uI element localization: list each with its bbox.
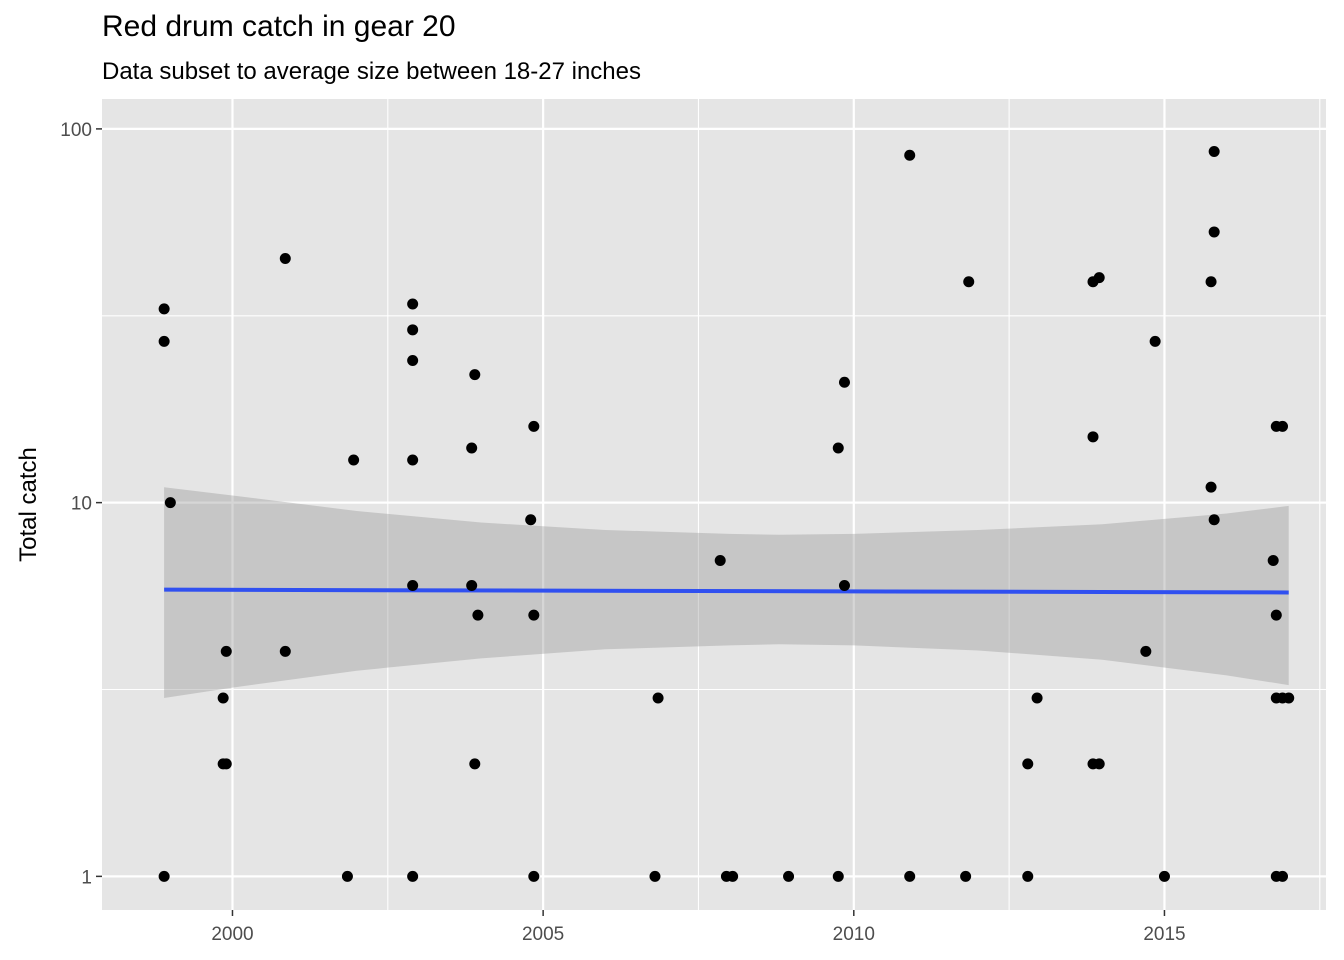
data-point [407,324,419,336]
trend-line [164,587,1289,595]
data-point [1158,870,1170,882]
data-point [1208,146,1220,158]
data-point [714,555,726,567]
data-point [158,870,170,882]
data-point [1140,645,1152,657]
data-point [652,692,664,704]
data-point [1093,758,1105,770]
data-point [164,497,176,509]
chart-title: Red drum catch in gear 20 [102,10,456,43]
y-tick-label: 10 [71,494,92,515]
data-point [469,758,481,770]
data-point [158,303,170,315]
data-point [279,253,291,265]
plot-panel [102,99,1326,910]
data-point [407,298,419,310]
x-axis: 2000 2005 2010 2015 [211,910,1186,945]
data-point [1267,555,1279,567]
data-point [1031,692,1043,704]
data-point [348,454,360,466]
x-tick-label: 2005 [522,924,564,945]
major-gridlines [102,99,1326,910]
data-point [1283,692,1295,704]
data-point [1277,420,1289,432]
data-point [466,442,478,454]
data-point [1270,609,1282,621]
data-point [525,514,537,526]
x-tick-label: 2010 [833,924,875,945]
data-point [217,692,229,704]
data-point [341,870,353,882]
data-point [472,609,484,621]
data-point [904,149,916,161]
data-point [466,580,478,592]
data-point [407,355,419,367]
data-point [960,870,972,882]
data-point [220,758,232,770]
y-axis-title: Total catch [15,447,42,562]
minor-gridlines [102,99,1326,910]
data-point [1022,758,1034,770]
y-tick-label: 100 [60,120,92,141]
data-point [407,454,419,466]
data-point [528,609,540,621]
data-point [1205,276,1217,288]
data-point [783,870,795,882]
data-point [279,645,291,657]
data-point [528,870,540,882]
data-point [838,580,850,592]
y-axis: 1 10 100 [60,120,102,888]
data-point [649,870,661,882]
data-point [963,276,975,288]
data-point [1208,226,1220,238]
data-point [1277,870,1289,882]
data-point [407,580,419,592]
data-point [727,870,739,882]
x-tick-label: 2015 [1143,924,1185,945]
x-tick-label: 2000 [211,924,253,945]
data-point [1087,431,1099,443]
data-point [1208,514,1220,526]
data-point [904,870,916,882]
data-point [1149,335,1161,347]
data-point [832,442,844,454]
data-point [158,335,170,347]
data-point [832,870,844,882]
data-point [1093,272,1105,284]
chart-subtitle: Data subset to average size between 18-2… [102,58,642,85]
data-point [1205,481,1217,493]
data-point [528,420,540,432]
data-points [158,146,1295,882]
data-point [1022,870,1034,882]
data-point [838,376,850,388]
data-point [469,369,481,381]
data-point [407,870,419,882]
y-tick-label: 1 [81,867,92,888]
data-point [220,645,232,657]
